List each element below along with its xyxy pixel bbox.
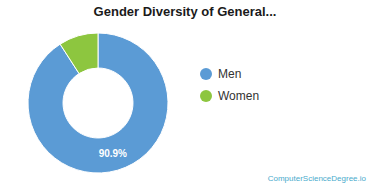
slice bbox=[28, 33, 168, 173]
legend: Men Women bbox=[200, 67, 259, 103]
legend-swatch bbox=[200, 68, 212, 80]
slice bbox=[60, 33, 98, 74]
data-label: 90.9% bbox=[99, 148, 127, 159]
chart: Gender Diversity of General... 90.9% Men Wo… bbox=[0, 0, 370, 185]
donut bbox=[28, 33, 168, 173]
legend-label: Women bbox=[218, 89, 259, 103]
legend-swatch bbox=[200, 90, 212, 102]
annotation: ComputerScienceDegree.io bbox=[268, 174, 367, 183]
legend-label: Men bbox=[218, 67, 241, 81]
title: Gender Diversity of General... bbox=[94, 4, 277, 19]
